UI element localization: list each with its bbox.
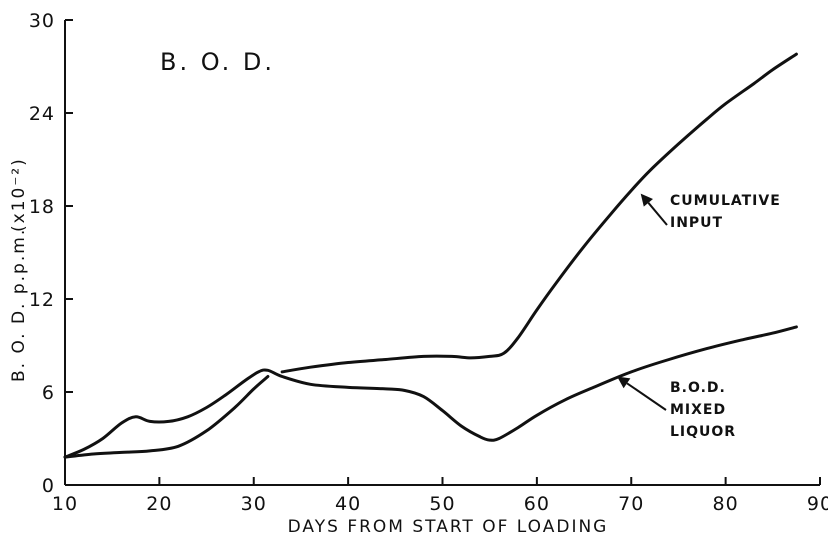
ticks [64,19,821,486]
x-tick-label: 60 [524,493,550,515]
annotation-text: INPUT [670,215,723,231]
y-axis-scale-label: (x10⁻²) [9,157,29,232]
annotation-arrow [626,382,667,411]
annotation-0: CUMULATIVE INPUT [640,193,781,231]
annotations: CUMULATIVE INPUT B.O.D. MIXED LIQUOR [617,193,781,440]
y-tick-label: 18 [29,196,55,218]
x-tick-label: 40 [335,493,361,515]
chart-title: B. O. D. [160,48,275,76]
y-tick-label: 12 [29,289,55,311]
annotation-arrowhead [617,376,631,389]
annotation-1: B.O.D. MIXED LIQUOR [617,376,736,440]
annotation-text: LIQUOR [670,424,736,440]
y-tick-label: 24 [29,103,55,125]
x-tick-label: 30 [241,493,267,515]
x-tick-label: 10 [52,493,78,515]
y-axis-label: B. O. D. p.p.m. [9,228,29,382]
x-axis-label: DAYS FROM START OF LOADING [288,517,609,537]
series-group [63,52,798,459]
annotation-text: MIXED [670,402,726,418]
series-line-b-o-d-mixed-liquor [63,325,798,459]
tick-labels: 10 20 30 40 50 60 70 80 90 0 6 12 18 24 30 [29,10,828,515]
x-tick-label: 50 [429,493,455,515]
annotation-text: B.O.D. [670,380,726,396]
annotation-arrowhead [640,193,653,207]
x-tick-label: 20 [146,493,172,515]
series-line-cumulative-input [63,375,270,459]
x-tick-label: 70 [618,493,644,515]
x-tick-label: 80 [713,493,739,515]
series-line-cumulative-input [280,52,798,374]
y-tick-label: 0 [42,475,55,497]
y-tick-label: 6 [42,382,55,404]
y-tick-label: 30 [29,10,55,32]
x-tick-label: 90 [807,493,828,515]
annotation-text: CUMULATIVE [670,193,781,209]
annotation-arrow [647,202,668,226]
